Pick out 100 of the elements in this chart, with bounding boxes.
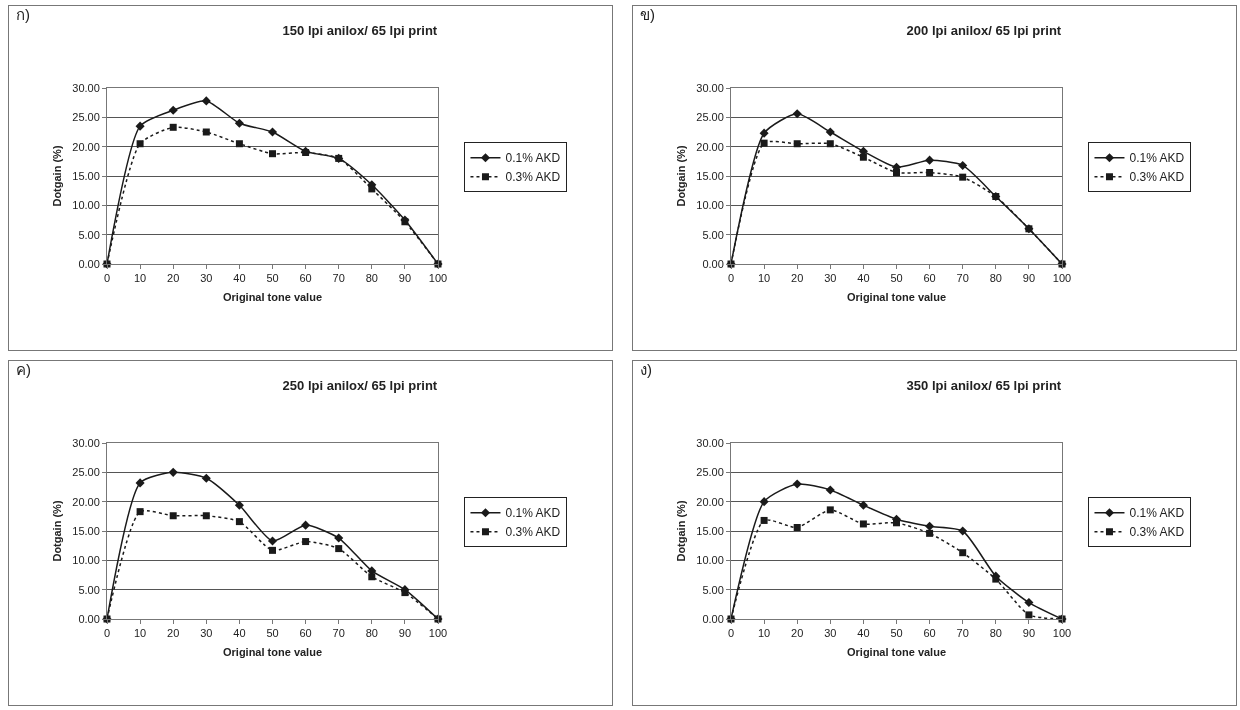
legend-label: 0.3% AKD [505,170,561,185]
point [926,529,934,537]
x-tick-label: 30 [200,627,213,640]
x-tick-label: 90 [1022,272,1036,285]
chart-title: 150 lpi anilox/ 65 lpi print [282,22,438,38]
y-tick-label: 15.00 [72,169,100,182]
x-axis-title: Original tone value [222,646,323,659]
point [925,155,935,165]
y-tick-label: 20.00 [72,495,100,508]
x-tick-label: 70 [956,272,969,285]
y-tick-label: 5.00 [702,228,724,241]
point [958,160,968,170]
y-tick-label: 0.00 [78,257,100,270]
y-axis-title: Dotgain (%) [674,500,687,562]
x-tick-label: 20 [791,627,804,640]
y-axis-title: Dotgain (%) [674,145,687,207]
y-tick-label: 30.00 [72,81,100,94]
y-tick-label: 15.00 [696,524,724,537]
x-tick-label: 90 [1022,627,1036,640]
point [301,520,311,530]
point [893,519,900,527]
point [202,512,210,520]
y-tick-label: 20.00 [696,140,724,153]
x-tick-label: 80 [989,272,1002,285]
point [926,168,934,176]
point [135,478,145,488]
y-tick-label: 10.00 [72,199,100,212]
point [826,140,834,148]
y-tick-label: 10.00 [72,554,100,567]
y-tick-label: 5.00 [702,583,724,596]
point [201,96,211,106]
legend-label: 0.1% AKD [1129,151,1185,166]
legend-label: 0.3% AKD [1129,525,1185,540]
x-tick-label: 70 [332,272,345,285]
point [1024,598,1034,608]
point [368,185,376,193]
point [792,479,802,489]
point [826,506,834,514]
x-tick-label: 50 [266,627,279,640]
point [992,575,1000,583]
x-tick-label: 10 [757,272,771,285]
text: ง) [640,361,652,378]
x-tick-label: 100 [1052,627,1072,640]
y-tick-label: 15.00 [696,169,724,182]
x-tick-label: 60 [299,627,312,640]
x-tick-label: 70 [956,627,969,640]
x-tick-label: 0 [103,272,111,285]
point [1025,225,1033,233]
y-tick-label: 20.00 [696,495,724,508]
y-tick-label: 5.00 [78,228,100,241]
y-axis-title: Dotgain (%) [50,500,63,562]
x-tick-label: 60 [923,627,936,640]
point [793,140,801,148]
x-tick-label: 10 [133,627,147,640]
x-tick-label: 100 [1052,272,1072,285]
point [235,518,243,526]
y-tick-label: 15.00 [72,524,100,537]
y-tick-label: 30.00 [696,81,724,94]
x-tick-label: 50 [266,272,279,285]
point [201,473,211,483]
point [825,485,835,495]
point [792,109,802,119]
point [959,173,967,181]
x-tick-label: 80 [365,627,378,640]
point [893,168,900,176]
y-tick-label: 0.00 [78,612,100,625]
point [136,140,144,148]
y-tick-label: 0.00 [702,612,724,625]
point [793,523,801,531]
x-axis-title: Original tone value [846,646,947,659]
x-axis-title: Original tone value [846,291,947,304]
chart-title: 250 lpi anilox/ 65 lpi print [282,377,438,393]
text: ก) [16,6,30,23]
x-tick-label: 40 [233,627,246,640]
point [760,139,768,147]
x-tick-label: 50 [890,627,903,640]
point [335,154,343,162]
point [401,589,409,597]
x-tick-label: 80 [365,272,378,285]
y-tick-label: 0.00 [702,257,724,270]
x-tick-label: 20 [167,627,180,640]
text: ข) [640,6,655,23]
point [235,140,243,148]
y-tick-label: 25.00 [72,111,100,124]
point [234,500,244,510]
point [760,516,768,524]
point [368,573,376,581]
x-tick-label: 40 [857,272,870,285]
x-tick-label: 80 [989,627,1002,640]
x-tick-label: 0 [727,627,735,640]
chart-title: 200 lpi anilox/ 65 lpi print [906,22,1062,38]
point [135,121,145,131]
point [335,545,343,553]
x-tick-label: 70 [332,627,345,640]
point [925,521,935,531]
point [958,526,968,536]
y-tick-label: 30.00 [696,436,724,449]
point [269,150,276,158]
point [959,549,967,557]
point [825,127,835,137]
